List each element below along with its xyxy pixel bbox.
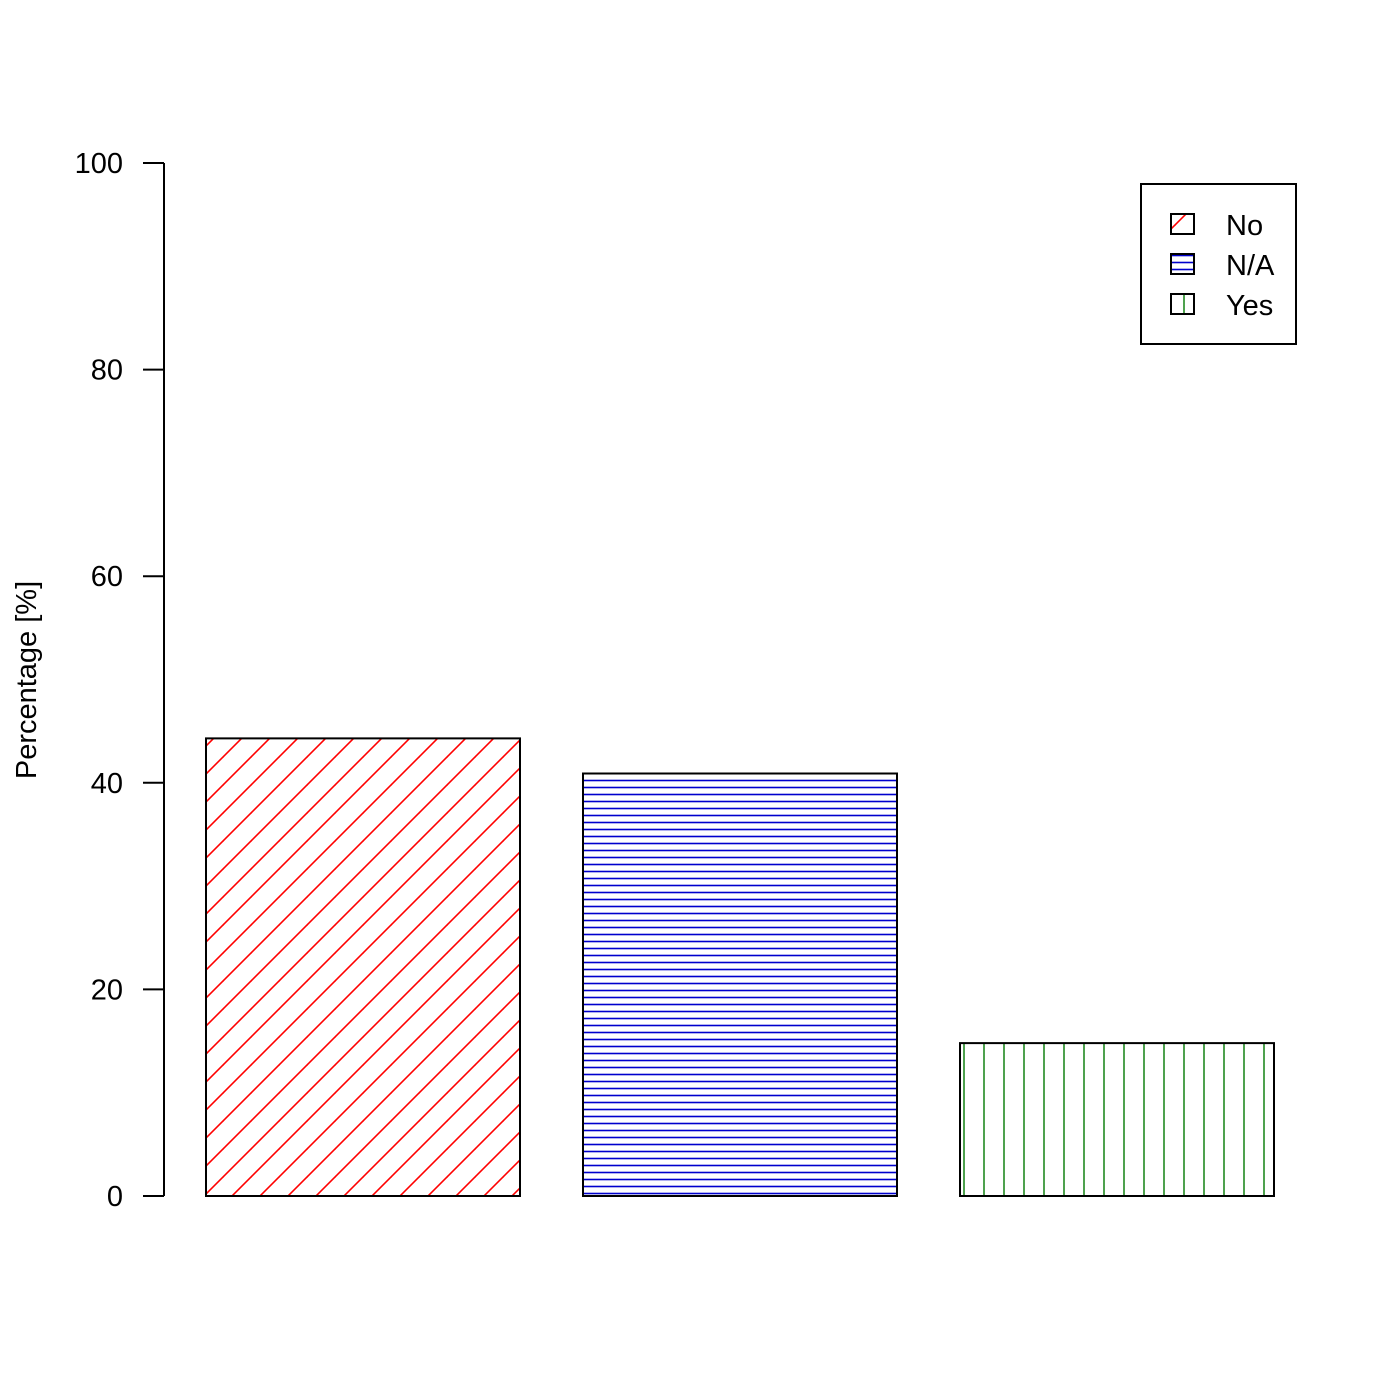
legend-entry-no: No xyxy=(1170,210,1263,242)
legend-swatch-no xyxy=(1170,213,1195,235)
bar-no xyxy=(205,737,521,1197)
y-tick-label: 40 xyxy=(91,768,123,800)
bar-na xyxy=(582,772,898,1197)
y-axis: 0 20 40 60 80 100 xyxy=(75,148,165,1213)
legend: No N/A Yes xyxy=(1140,183,1297,345)
legend-label-na: N/A xyxy=(1226,250,1275,282)
legend-swatch-na xyxy=(1170,253,1195,275)
y-tick-label: 80 xyxy=(91,355,123,387)
legend-label-no: No xyxy=(1226,210,1263,242)
y-tick-label: 100 xyxy=(75,148,123,180)
legend-swatch-yes xyxy=(1170,293,1195,315)
bar-yes xyxy=(959,1042,1275,1197)
y-tick-label: 0 xyxy=(107,1181,123,1213)
legend-entry-yes: Yes xyxy=(1170,290,1273,322)
y-axis-label: Percentage [%] xyxy=(11,581,43,779)
legend-box xyxy=(1140,183,1297,345)
legend-entry-na: N/A xyxy=(1170,250,1275,282)
y-tick-label: 60 xyxy=(91,561,123,593)
bars xyxy=(205,737,1275,1197)
y-tick-label: 20 xyxy=(91,974,123,1006)
y-axis-ticks: 0 20 40 60 80 100 xyxy=(75,148,164,1213)
legend-label-yes: Yes xyxy=(1226,290,1273,322)
